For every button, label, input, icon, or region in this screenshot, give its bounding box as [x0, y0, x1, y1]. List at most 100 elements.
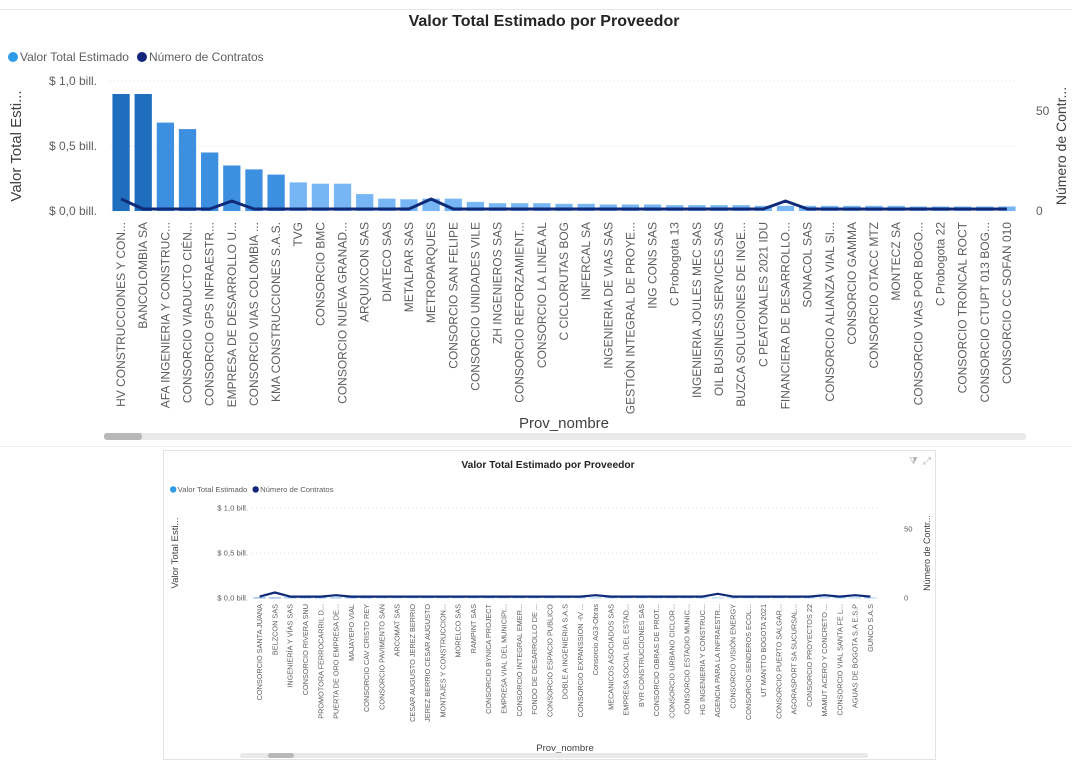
x-tick-label: OIL BUSINESS SERVICES SAS — [712, 222, 726, 396]
bar[interactable] — [134, 94, 152, 211]
bar[interactable] — [345, 597, 358, 599]
bar[interactable] — [726, 597, 739, 599]
bar[interactable] — [772, 597, 785, 599]
x-tick-label: INFERCAL SA — [579, 222, 593, 300]
bar[interactable] — [375, 597, 388, 599]
x-tick-label: C Probogota 13 — [668, 222, 682, 306]
bar[interactable] — [178, 129, 197, 211]
y2-tick-label: 50 — [904, 524, 913, 533]
bar[interactable] — [559, 597, 571, 599]
chart-visual-secondary[interactable]: Valor Total Estimado por Proveedor Valor … — [163, 450, 936, 760]
bar[interactable] — [497, 597, 510, 599]
horizontal-scrollbar-thumb[interactable] — [268, 753, 294, 758]
bar[interactable] — [482, 597, 495, 599]
contracts-line[interactable] — [120, 197, 1007, 211]
bar[interactable] — [864, 597, 877, 599]
x-tick-label: MAMUT ACERO Y CONCRETO ... — [820, 604, 829, 717]
horizontal-scrollbar-track[interactable] — [240, 753, 868, 758]
bar[interactable] — [289, 182, 307, 211]
bar[interactable] — [788, 597, 800, 599]
x-tick-label: CONSORCIO SAN FELIPE — [446, 222, 460, 369]
x-tick-label: METALPAR SAS — [402, 222, 416, 312]
bar[interactable] — [488, 203, 507, 211]
x-tick-label: CONSORCIO VIAS POR BOGO... — [911, 222, 925, 405]
bar[interactable] — [253, 597, 266, 599]
x-tick-label: PROMOTORA FERROCARRIL D... — [316, 604, 325, 719]
bar[interactable] — [356, 194, 374, 211]
bar[interactable] — [818, 597, 831, 599]
x-tick-label: BANCOLOMBIA SA — [136, 222, 150, 329]
horizontal-scrollbar-track[interactable] — [104, 433, 1026, 440]
bar[interactable] — [511, 203, 529, 211]
bar[interactable] — [314, 597, 327, 599]
legend-label[interactable]: Valor Total Estimado — [20, 50, 129, 64]
bar[interactable] — [267, 174, 285, 211]
bar[interactable] — [421, 597, 434, 599]
bar[interactable] — [406, 597, 419, 599]
legend-marker[interactable] — [136, 52, 147, 62]
bar[interactable] — [650, 597, 663, 599]
bar[interactable] — [555, 203, 573, 211]
bar[interactable] — [849, 597, 862, 599]
bar[interactable] — [245, 169, 263, 211]
x-tick-label: CONSORCIO PUERTO SALGAR... — [774, 604, 783, 719]
bar[interactable] — [299, 597, 312, 599]
bar[interactable] — [156, 122, 175, 211]
bar[interactable] — [201, 152, 219, 212]
x-tick-label: CONSORCIO NUEVA GRANAD... — [336, 222, 350, 404]
bar[interactable] — [513, 597, 526, 599]
bar[interactable] — [620, 597, 633, 599]
x-tick-label: CONSORCIO BMC — [313, 222, 327, 326]
bar[interactable] — [604, 597, 617, 599]
bar[interactable] — [696, 597, 709, 599]
bar[interactable] — [391, 597, 404, 599]
bar[interactable] — [333, 183, 352, 211]
bar[interactable] — [400, 199, 418, 211]
bar[interactable] — [711, 597, 724, 599]
chart-visual-primary[interactable]: Valor Total Estimado por Proveedor Valor … — [0, 0, 1072, 444]
bar[interactable] — [833, 597, 846, 599]
bar[interactable] — [589, 597, 602, 599]
bar[interactable] — [467, 597, 480, 599]
bar[interactable] — [757, 597, 770, 599]
bar[interactable] — [998, 206, 1016, 211]
x-tick-label: MONTECZ SA — [889, 222, 903, 301]
legend-marker[interactable] — [252, 486, 259, 493]
filter-icon[interactable]: ⧩ — [909, 456, 918, 467]
legend-marker[interactable] — [8, 52, 18, 62]
x-tick-label: CONSORCIO URBANO CICLOR... — [667, 604, 676, 718]
bar[interactable] — [543, 597, 556, 599]
bar[interactable] — [803, 597, 816, 599]
bar[interactable] — [360, 597, 373, 599]
bar[interactable] — [466, 201, 485, 211]
bar[interactable] — [577, 203, 595, 211]
bar[interactable] — [223, 165, 241, 212]
bar[interactable] — [436, 597, 449, 599]
bar[interactable] — [635, 597, 648, 599]
contracts-line[interactable] — [259, 591, 871, 598]
legend-label[interactable]: Valor Total Estimado — [178, 485, 248, 494]
focus-mode-icon[interactable]: ⤢ — [923, 456, 931, 467]
bar[interactable] — [742, 597, 755, 599]
bar[interactable] — [268, 597, 281, 599]
legend-label[interactable]: Número de Contratos — [260, 485, 334, 494]
bar[interactable] — [681, 597, 694, 599]
legend-label[interactable]: Número de Contratos — [149, 50, 264, 64]
bar[interactable] — [665, 597, 678, 599]
bar[interactable] — [528, 597, 541, 599]
x-tick-label: CESAR AUGUSTO JEREZ BERRIO — [408, 604, 417, 722]
horizontal-scrollbar-thumb[interactable] — [104, 433, 142, 440]
bar[interactable] — [452, 597, 465, 599]
bar[interactable] — [284, 597, 297, 599]
bar[interactable] — [330, 597, 342, 599]
visual-divider — [0, 446, 1072, 447]
bar[interactable] — [533, 203, 551, 211]
bar[interactable] — [574, 597, 587, 599]
legend-marker[interactable] — [170, 486, 177, 493]
bar[interactable] — [776, 205, 795, 211]
bar[interactable] — [112, 94, 130, 211]
y-tick-label: $ 0,0 bill. — [49, 204, 97, 218]
bar[interactable] — [311, 183, 330, 211]
x-tick-label: ZH INGENIEROS SAS — [491, 222, 505, 344]
y2-tick-label: 0 — [904, 594, 908, 603]
